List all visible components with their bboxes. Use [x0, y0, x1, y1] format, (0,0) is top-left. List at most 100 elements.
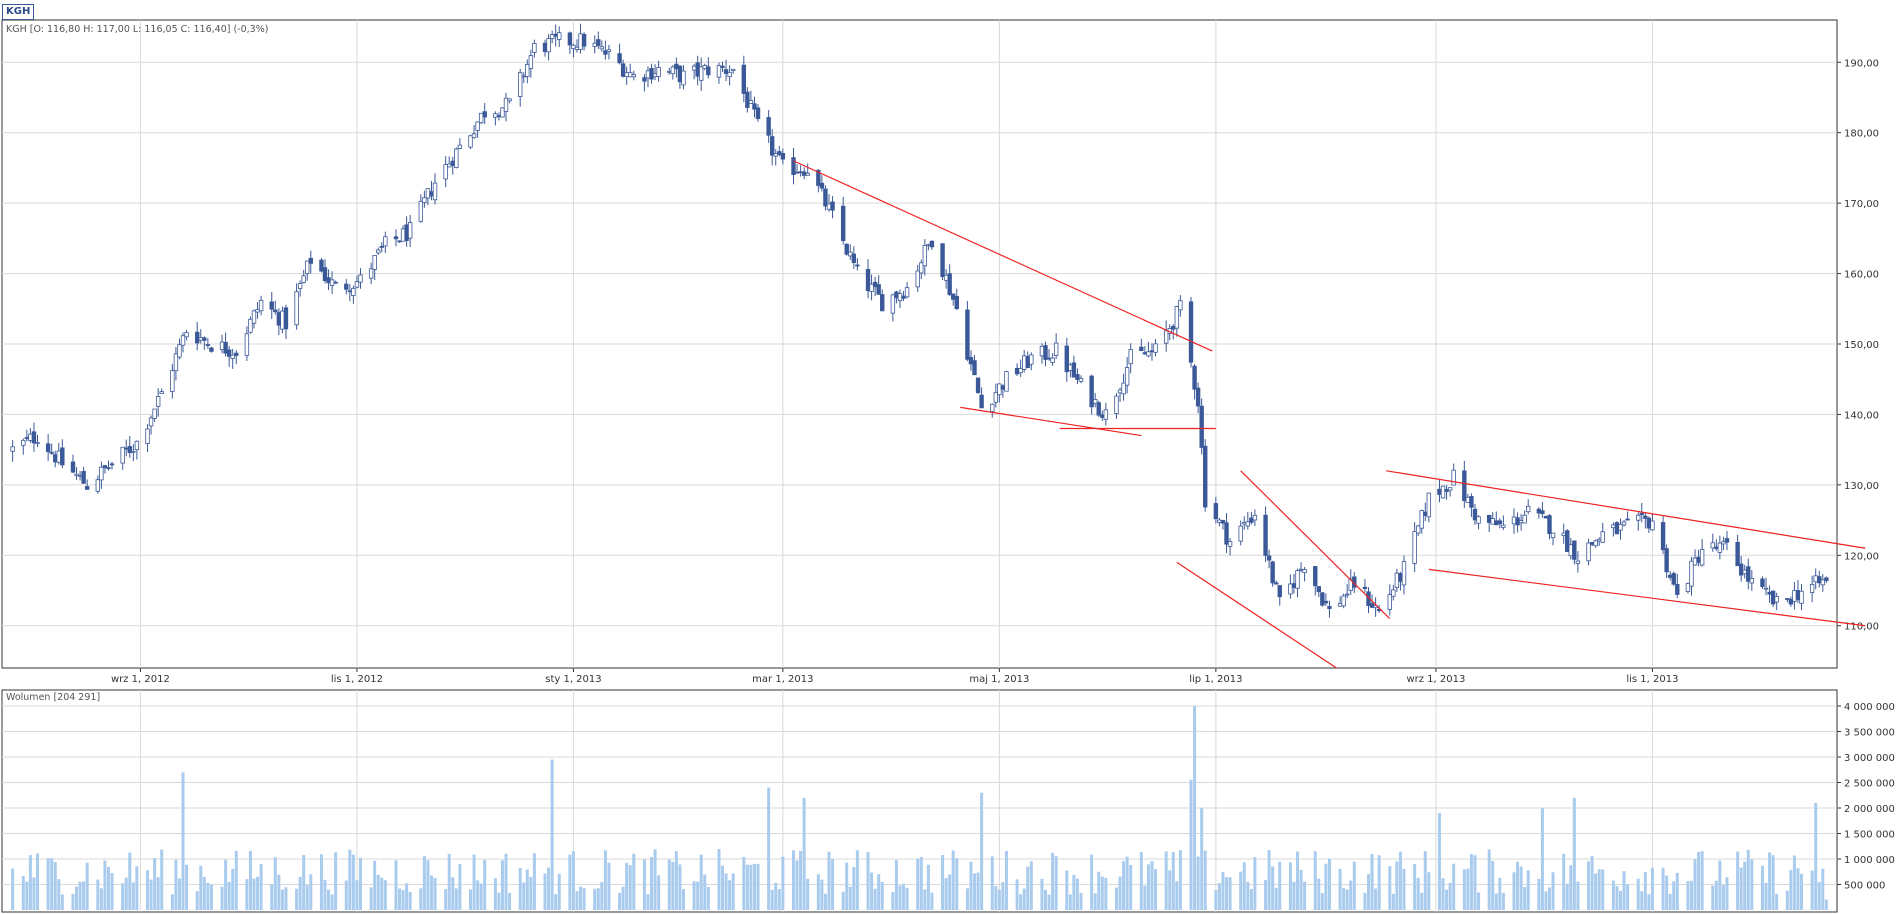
volume-bar — [802, 797, 806, 910]
candle-body — [745, 91, 750, 108]
candle-body — [1412, 531, 1417, 564]
volume-bar — [1452, 863, 1456, 910]
volume-bar — [678, 864, 682, 910]
candle-body — [528, 55, 534, 69]
volume-bar — [1736, 851, 1740, 910]
volume-bar — [1750, 859, 1754, 910]
volume-bar — [21, 876, 25, 910]
volume-bar — [46, 858, 50, 910]
volume-bar — [35, 853, 39, 910]
volume-bar — [820, 879, 824, 910]
candle-body — [1813, 575, 1818, 583]
volume-bar — [380, 877, 384, 910]
volume-bar — [1203, 850, 1207, 910]
volume-bar — [1299, 869, 1303, 910]
volume-bar — [1267, 850, 1271, 910]
volume-bar — [926, 864, 930, 910]
candle-body — [525, 64, 530, 77]
candle-body — [606, 49, 612, 52]
volume-bar — [1370, 854, 1374, 910]
candle-body — [1472, 508, 1478, 521]
candle-body — [432, 182, 438, 201]
candle-body — [379, 246, 384, 248]
x-tick-label: wrz 1, 2012 — [111, 674, 170, 685]
volume-bar — [1274, 887, 1278, 910]
candle-body — [929, 240, 935, 248]
candle-body — [376, 249, 381, 254]
candle-body — [1522, 514, 1527, 524]
candle-body — [532, 43, 537, 53]
volume-bar — [1427, 872, 1431, 910]
candle-body — [347, 290, 353, 293]
volume-bar — [1377, 855, 1381, 910]
candle-body — [1692, 557, 1698, 566]
volume-bar — [1615, 886, 1619, 910]
volume-bar — [1512, 872, 1516, 910]
candle-body — [1735, 541, 1740, 567]
candle-body — [691, 65, 697, 71]
candle-body — [223, 341, 228, 354]
volume-bar — [220, 886, 224, 910]
volume-bar — [1569, 865, 1573, 910]
candle-body — [1795, 590, 1801, 601]
candle-body — [642, 77, 647, 82]
volume-bar — [1139, 851, 1143, 910]
volume-bar — [419, 888, 423, 910]
candlestick-series — [10, 23, 1829, 618]
candle-body — [1675, 583, 1680, 595]
candle-body — [400, 228, 406, 242]
volume-bar — [1768, 852, 1772, 910]
x-tick-label: maj 1, 2013 — [969, 674, 1029, 685]
volume-bar — [1785, 890, 1789, 910]
candle-body — [1298, 568, 1304, 571]
candle-body — [1394, 572, 1400, 588]
candle-body — [60, 447, 65, 466]
candle-body — [1327, 606, 1332, 609]
candle-body — [915, 270, 920, 288]
volume-bar — [369, 887, 373, 910]
candle-body — [1064, 345, 1069, 373]
candle-body — [752, 103, 757, 110]
candle-body — [1068, 364, 1073, 371]
volume-bar — [767, 787, 771, 910]
volume-bar — [870, 872, 874, 910]
volume-bar — [600, 882, 604, 910]
volume-bar — [451, 877, 455, 910]
candle-body — [1526, 505, 1531, 513]
volume-bar — [1146, 864, 1150, 910]
volume-bar — [170, 894, 174, 910]
candle-body — [1561, 532, 1566, 536]
volume-bar — [1004, 850, 1008, 910]
candle-body — [876, 284, 881, 295]
candle-body — [1511, 516, 1517, 525]
candle-body — [1316, 586, 1321, 593]
candle-body — [816, 169, 821, 186]
candle-body — [631, 74, 636, 78]
volume-bar — [1810, 870, 1814, 910]
candle-body — [354, 281, 360, 288]
candle-body — [447, 163, 452, 168]
volume-bar — [997, 889, 1001, 910]
candle-body — [283, 307, 289, 330]
volume-bar — [227, 881, 231, 910]
ticker-badge[interactable]: KGH — [2, 4, 35, 20]
volume-bar — [728, 880, 732, 910]
volume-bar — [547, 867, 551, 910]
volume-bar — [625, 862, 629, 910]
candle-body — [1323, 600, 1329, 604]
candle-body — [1022, 355, 1027, 370]
volume-panel-frame — [1, 689, 1838, 913]
volume-bar — [674, 851, 678, 910]
x-tick-label: lip 1, 2013 — [1189, 674, 1242, 685]
volume-bar — [717, 849, 721, 910]
candle-body — [723, 69, 729, 74]
volume-bar — [1775, 893, 1779, 910]
volume-bar — [593, 888, 597, 910]
candle-body — [1572, 540, 1577, 560]
candle-body — [202, 337, 207, 341]
candle-body — [351, 287, 356, 296]
candle-body — [422, 197, 427, 203]
volume-bar — [231, 868, 235, 910]
candle-body — [475, 121, 480, 131]
volume-bar — [447, 854, 451, 910]
